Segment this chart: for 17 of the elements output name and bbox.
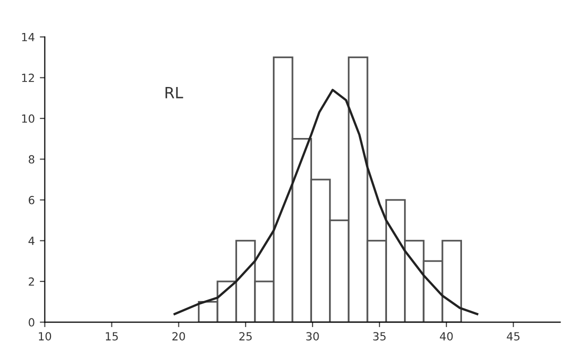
x-tick-label: 30 xyxy=(306,332,319,341)
x-tick-label: 15 xyxy=(106,332,118,341)
x-tick-label: 10 xyxy=(38,332,52,341)
x-tick-label: 20 xyxy=(172,332,185,341)
y-tick-label: 6 xyxy=(28,196,34,204)
y-tick-label: 4 xyxy=(28,236,34,245)
y-tick-label: 14 xyxy=(22,33,34,42)
y-tick-label: 10 xyxy=(22,114,34,123)
x-tick-label: 45 xyxy=(506,332,520,341)
y-tick-label: 8 xyxy=(28,155,34,164)
y-tick-label: 12 xyxy=(22,74,34,82)
x-tick-label: 40 xyxy=(440,332,453,341)
x-tick-label: 25 xyxy=(239,332,252,341)
x-tick-label: 35 xyxy=(373,332,386,341)
y-tick-label: 0 xyxy=(28,318,34,327)
y-tick-label: 2 xyxy=(28,277,34,286)
annotation: RL xyxy=(166,87,184,98)
